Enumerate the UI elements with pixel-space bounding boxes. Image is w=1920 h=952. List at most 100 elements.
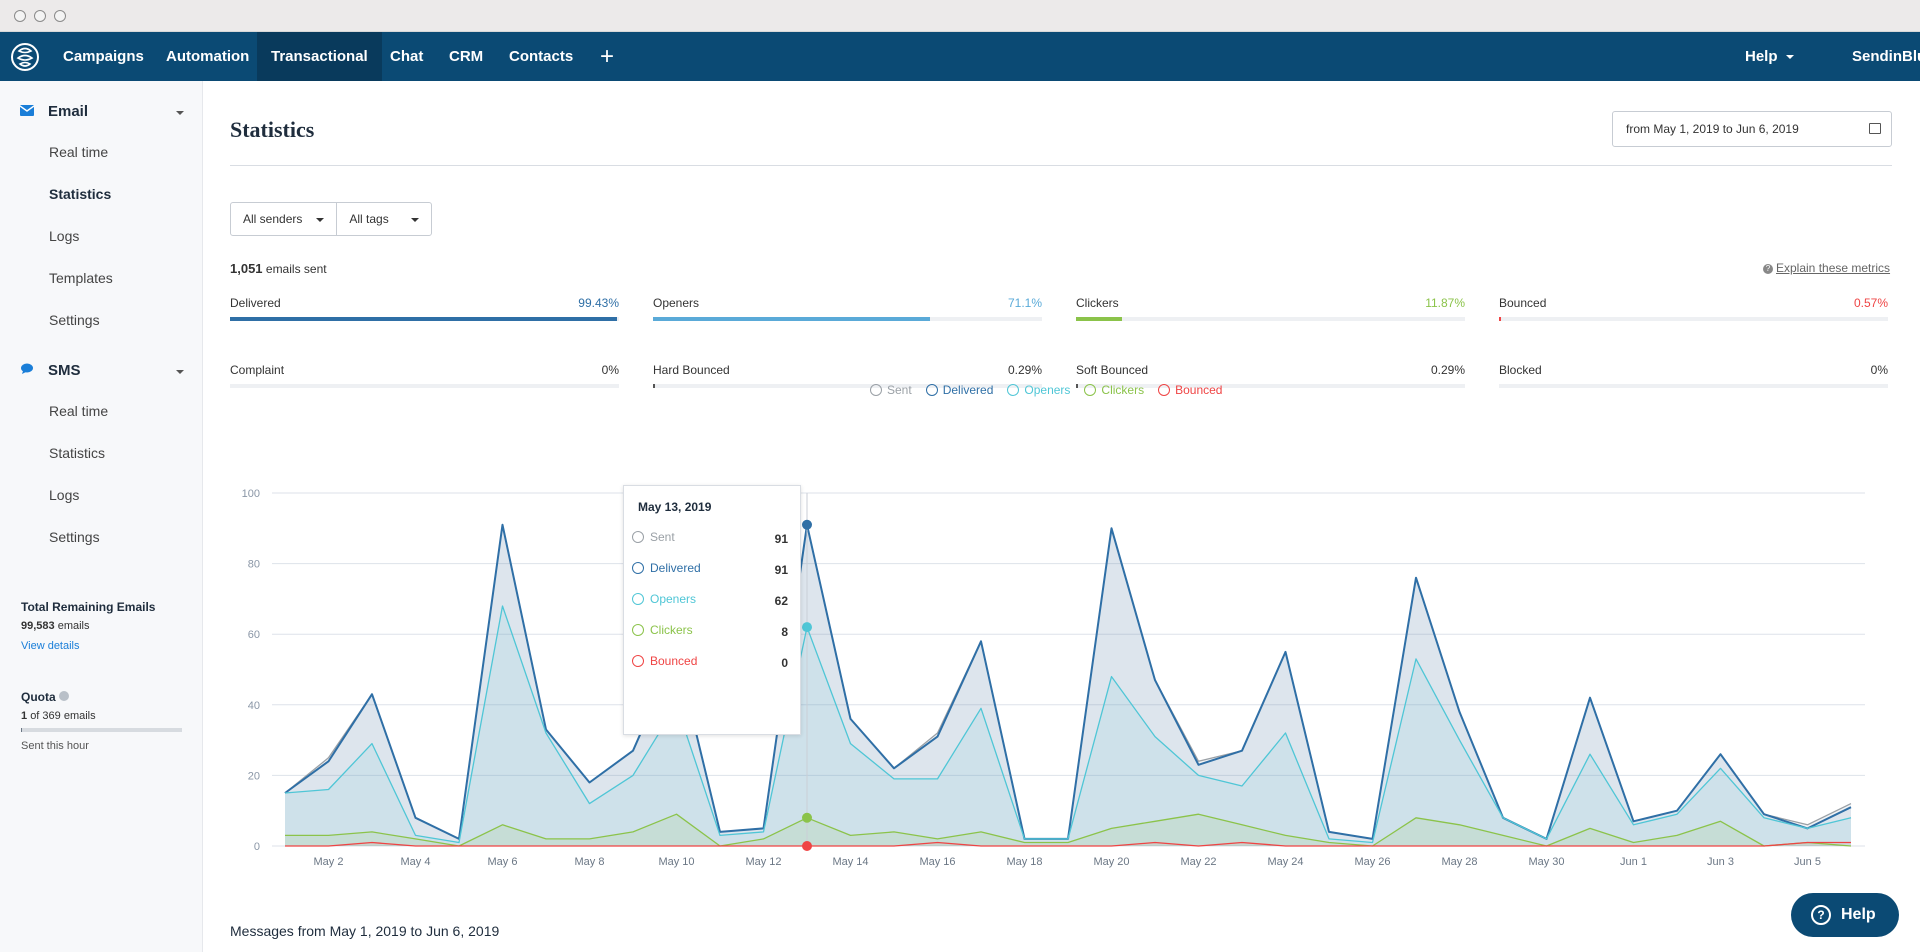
x-tick-label: Jun 1 [1620,856,1647,868]
window-close-button[interactable] [14,10,26,22]
nav-campaigns[interactable]: Campaigns [63,48,144,65]
legend-item-delivered[interactable]: Delivered [925,383,993,397]
account-menu[interactable]: SendinBlue [1838,32,1920,109]
metric-progress-fill [1076,384,1078,388]
metric-label: Blocked [1499,363,1542,377]
legend-item-openers[interactable]: Openers [1007,383,1070,397]
series-area-delivered [285,524,1851,846]
metric-label: Clickers [1076,296,1119,310]
chevron-down-icon [1785,55,1794,60]
top-navigation-bar: Campaigns Automation Transactional Chat … [0,32,1920,109]
nav-transactional[interactable]: Transactional [257,32,382,81]
sidebar-sms-label: SMS [48,362,81,379]
page-title: Statistics [230,117,315,142]
sidebar-item-email-logs[interactable]: Logs [49,228,80,244]
tooltip-row-openers: Openers 62 [632,592,788,608]
sidebar-item-email-templates[interactable]: Templates [49,270,113,286]
help-menu-label: Help [1745,48,1778,65]
chart-tooltip: May 13, 2019 Sent 91 Delivered 91 Openers 62 C… [623,485,801,735]
metric-progress-bar [1076,384,1465,388]
metric-label: Hard Bounced [653,363,730,377]
sidebar-item-email-realtime[interactable]: Real time [49,144,109,160]
metric-label: Complaint [230,363,285,377]
tooltip-row-sent: Sent 91 [632,530,788,546]
tooltip-series-value: 91 [774,563,788,577]
nav-contacts[interactable]: Contacts [509,48,574,65]
x-tick-label: May 2 [314,856,344,868]
quota-title-label: Quota [21,690,56,704]
legend-item-clickers[interactable]: Clickers [1084,383,1144,397]
window-minimize-button[interactable] [34,10,46,22]
x-tick-label: May 12 [745,856,781,868]
legend-item-bounced[interactable]: Bounced [1158,383,1222,397]
metric-progress-bar [653,384,1042,388]
sendinblue-logo-icon[interactable] [10,42,40,72]
sidebar: Email Real time Statistics Logs Template… [0,81,203,952]
metric-progress-fill [653,384,655,388]
remaining-emails-title: Total Remaining Emails [21,600,156,614]
tooltip-series-name: Clickers [650,623,693,637]
view-details-link[interactable]: View details [21,640,80,652]
sidebar-item-email-statistics[interactable]: Statistics [49,186,112,202]
nav-chat[interactable]: Chat [390,48,424,65]
sidebar-item-sms-statistics[interactable]: Statistics [49,445,106,461]
chat-bubble-icon [20,362,34,379]
metric-label: Soft Bounced [1076,363,1149,377]
add-nav-button[interactable]: + [600,43,615,70]
metric-bounced: Bounced 0.57% [1499,296,1888,326]
title-divider [230,165,1892,166]
y-tick-label: 40 [248,700,260,712]
x-tick-label: May 26 [1354,856,1390,868]
explain-metrics-link[interactable]: ? Explain these metrics [1763,261,1890,275]
tooltip-marker-icon [632,655,644,667]
hover-point-bounced [802,841,812,851]
legend-item-sent[interactable]: Sent [870,383,912,397]
metric-value: 0% [601,363,619,377]
sidebar-item-sms-settings[interactable]: Settings [49,529,100,545]
senders-filter-dropdown[interactable]: All senders [231,203,336,235]
series-line-bounced [285,841,1851,847]
x-tick-label: May 22 [1180,856,1216,868]
window-zoom-button[interactable] [54,10,66,22]
help-chat-label: Help [1841,906,1876,923]
series-line-openers [284,605,1852,844]
tooltip-row-bounced: Bounced 0 [632,654,788,670]
quota-help-icon[interactable] [59,691,70,701]
y-tick-label: 0 [254,841,260,853]
metric-progress-bar [230,384,619,388]
tooltip-marker-icon [632,624,644,636]
hover-point-delivered [802,519,812,530]
tags-filter-dropdown[interactable]: All tags [336,203,430,235]
remaining-count-value: 99,583 [21,620,55,632]
tooltip-series-value: 8 [781,625,788,639]
metric-complaint: Complaint 0% [230,363,619,393]
sidebar-item-email-settings[interactable]: Settings [49,312,100,328]
metric-clickers: Clickers 11.87% [1076,296,1465,326]
metric-value: 99.43% [578,296,619,310]
legend-marker-icon [870,384,882,396]
chevron-down-icon[interactable] [176,370,184,374]
sidebar-section-email[interactable]: Email [19,103,88,120]
nav-automation[interactable]: Automation [166,48,250,65]
y-tick-label: 60 [248,629,260,641]
tooltip-series-name: Openers [650,592,697,606]
metric-label: Delivered [230,296,281,310]
sidebar-item-sms-realtime[interactable]: Real time [49,403,109,419]
help-chat-button[interactable]: ? Help [1791,893,1899,937]
emails-sent-summary: 1,051 emails sent [230,261,327,276]
chevron-down-icon[interactable] [176,111,184,115]
help-menu[interactable]: Help [1731,32,1808,81]
sidebar-section-sms[interactable]: SMS [20,362,81,379]
date-range-picker[interactable]: from May 1, 2019 to Jun 6, 2019 [1612,111,1892,147]
metric-value: 11.87% [1425,296,1465,310]
nav-crm[interactable]: CRM [449,48,484,65]
tooltip-marker-icon [632,593,644,605]
envelope-icon [19,103,35,120]
sidebar-item-sms-logs[interactable]: Logs [49,487,80,503]
remaining-emails-count: 99,583 emails [21,620,90,632]
question-icon: ? [1811,905,1831,925]
tooltip-row-clickers: Clickers 8 [632,623,788,639]
tooltip-series-name: Delivered [650,561,701,575]
metric-value: 0.29% [1430,363,1465,377]
